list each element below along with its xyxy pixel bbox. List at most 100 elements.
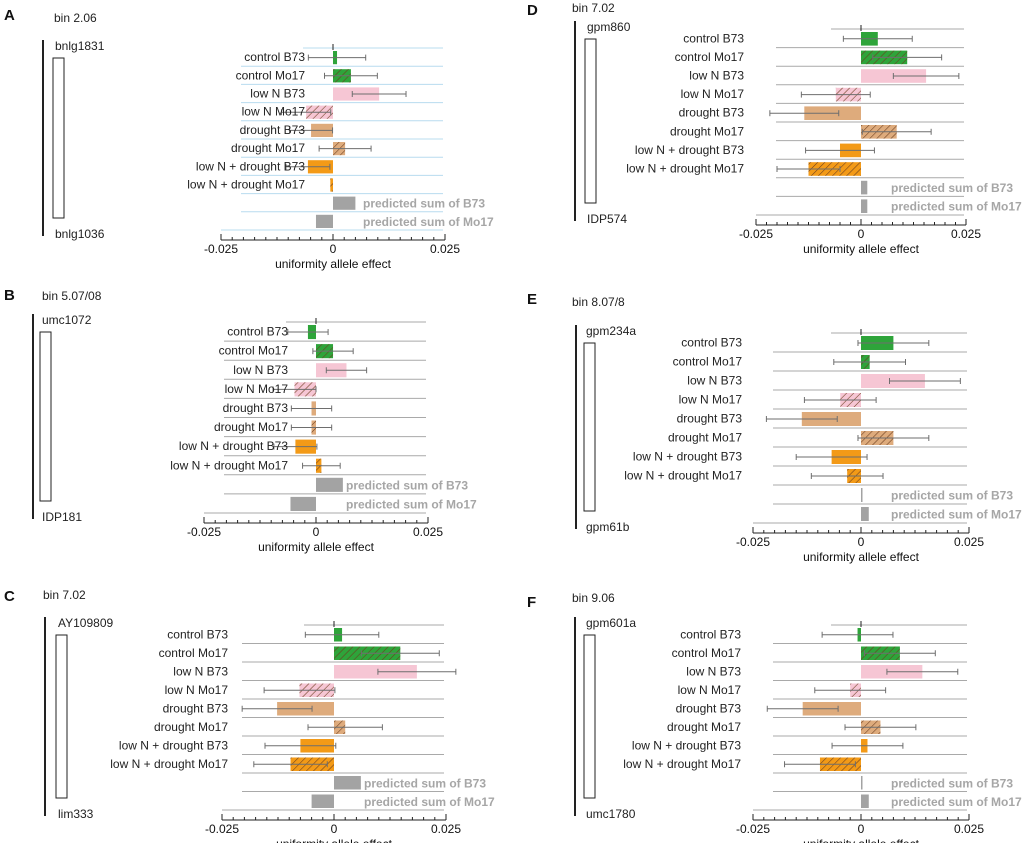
x-tick-label: 0 <box>313 525 320 539</box>
category-label: drought Mo17 <box>214 420 288 434</box>
bar <box>333 196 356 210</box>
x-axis-title: uniformity allele effect <box>803 837 920 843</box>
panel-label: B <box>4 287 15 304</box>
bar <box>315 214 333 228</box>
chromosome-box <box>39 331 52 502</box>
bin-label: bin 9.06 <box>572 591 615 605</box>
prediction-label: predicted sum of B73 <box>891 776 1013 790</box>
x-tick-label: 0.025 <box>431 822 461 836</box>
bin-label: bin 7.02 <box>572 1 615 15</box>
category-label: control B73 <box>167 627 228 641</box>
bar <box>861 507 869 521</box>
category-label: low N B73 <box>233 363 288 377</box>
marker-bottom: lim333 <box>58 807 94 821</box>
prediction-label: predicted sum of B73 <box>891 181 1013 195</box>
category-label: drought Mo17 <box>154 720 228 734</box>
category-label: drought B73 <box>240 123 306 137</box>
category-label: low N + drought Mo17 <box>187 178 305 192</box>
category-label: low N Mo17 <box>681 87 745 101</box>
category-label: drought B73 <box>679 106 745 120</box>
x-tick-label: -0.025 <box>736 535 770 549</box>
prediction-label: predicted sum of B73 <box>346 478 468 492</box>
marker-top: gpm601a <box>586 616 636 630</box>
bin-label: bin 5.07/08 <box>42 289 102 303</box>
bar <box>861 488 863 502</box>
category-label: low N + drought B73 <box>632 738 741 752</box>
x-tick-label: 0 <box>330 242 337 256</box>
panel-label: E <box>527 291 537 308</box>
category-label: drought B73 <box>677 412 743 426</box>
x-axis-title: uniformity allele effect <box>275 257 392 271</box>
marker-bottom: IDP181 <box>42 510 82 524</box>
x-tick-label: 0 <box>858 227 865 241</box>
category-label: drought Mo17 <box>668 431 742 445</box>
category-label: control B73 <box>683 31 744 45</box>
category-label: low N B73 <box>687 374 742 388</box>
chromosome-box <box>584 38 597 204</box>
category-label: low N + drought Mo17 <box>623 757 741 771</box>
category-label: low N + drought B73 <box>179 439 288 453</box>
bar <box>290 496 316 511</box>
category-label: drought B73 <box>163 701 229 715</box>
category-label: drought Mo17 <box>667 720 741 734</box>
category-label: control Mo17 <box>673 355 743 369</box>
panel-label: A <box>4 7 15 24</box>
bar <box>334 665 417 679</box>
marker-top: umc1072 <box>42 313 92 327</box>
chromosome-box <box>55 634 68 799</box>
prediction-label: predicted sum of Mo17 <box>364 795 495 809</box>
x-tick-label: -0.025 <box>739 227 773 241</box>
x-tick-label: 0 <box>331 822 338 836</box>
bar <box>861 794 869 808</box>
category-label: low N B73 <box>689 69 744 83</box>
x-axis-title: uniformity allele effect <box>258 540 375 554</box>
category-label: drought B73 <box>676 701 742 715</box>
prediction-label: predicted sum of Mo17 <box>891 200 1022 214</box>
bin-label: bin 8.07/8 <box>572 295 625 309</box>
x-axis-title: uniformity allele effect <box>803 242 920 256</box>
category-label: low N + drought B73 <box>119 738 228 752</box>
prediction-label: predicted sum of Mo17 <box>363 215 494 229</box>
x-tick-label: -0.025 <box>204 242 238 256</box>
marker-bottom: gpm61b <box>586 520 630 534</box>
category-label: control Mo17 <box>236 68 306 82</box>
chromosome-box <box>583 634 596 799</box>
x-axis-title: uniformity allele effect <box>276 837 393 843</box>
chromosome-box <box>583 342 596 512</box>
category-label: low N Mo17 <box>242 105 306 119</box>
prediction-label: predicted sum of Mo17 <box>346 497 477 511</box>
category-label: low N + drought Mo17 <box>624 469 742 483</box>
category-label: low N Mo17 <box>679 393 743 407</box>
category-label: drought B73 <box>223 401 289 415</box>
category-label: low N + drought Mo17 <box>626 162 744 176</box>
panel-label: D <box>527 2 538 19</box>
marker-bottom: IDP574 <box>587 212 627 226</box>
x-tick-label: -0.025 <box>187 525 221 539</box>
panel-label: F <box>527 594 536 611</box>
category-label: low N + drought Mo17 <box>170 458 288 472</box>
category-label: low N Mo17 <box>678 683 742 697</box>
x-axis-title: uniformity allele effect <box>803 550 920 564</box>
category-label: low N B73 <box>686 664 741 678</box>
prediction-label: predicted sum of Mo17 <box>891 508 1022 522</box>
bar <box>334 776 361 790</box>
category-label: low N + drought Mo17 <box>110 757 228 771</box>
category-label: control Mo17 <box>219 344 289 358</box>
bin-label: bin 7.02 <box>43 588 86 602</box>
prediction-label: predicted sum of B73 <box>364 776 486 790</box>
x-tick-label: 0.025 <box>954 822 984 836</box>
bar <box>311 794 334 808</box>
category-label: low N B73 <box>173 664 228 678</box>
chromosome-box <box>52 57 65 219</box>
category-label: control B73 <box>244 50 305 64</box>
category-label: drought Mo17 <box>670 124 744 138</box>
category-label: control Mo17 <box>672 646 742 660</box>
prediction-label: predicted sum of Mo17 <box>891 795 1022 809</box>
x-tick-label: 0 <box>858 535 865 549</box>
marker-top: gpm234a <box>586 324 636 338</box>
